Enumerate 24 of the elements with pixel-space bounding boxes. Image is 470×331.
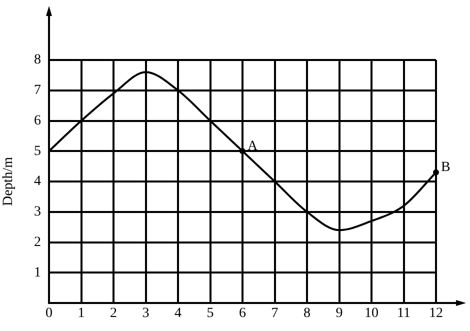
y-tick-label: 8 (34, 52, 41, 68)
x-tick-label: 10 (364, 306, 378, 322)
y-tick-label: 2 (34, 234, 41, 250)
x-tick-label: 8 (304, 306, 310, 322)
y-axis-title: Depth/m (1, 156, 16, 206)
x-tick-label: 9 (336, 306, 343, 322)
annotation: A (248, 138, 258, 154)
y-tick-label: 7 (34, 83, 41, 98)
y-tick-label: 6 (34, 113, 41, 128)
annotation: B (441, 160, 450, 176)
y-tick-label: 3 (34, 204, 41, 220)
y-tick-label: 4 (34, 174, 41, 190)
x-tick-label: 0 (46, 306, 52, 322)
x-tick-label: 4 (174, 306, 182, 322)
x-tick-label: 12 (429, 306, 443, 322)
x-tick-label: 5 (206, 306, 214, 322)
y-tick-label: 5 (34, 144, 41, 159)
x-tick-label: 6 (239, 306, 246, 322)
y-tick-label: 1 (34, 265, 41, 280)
x-tick-label: 11 (397, 306, 410, 322)
x-tick-label: 1 (78, 306, 85, 322)
x-tick-label: 2 (110, 306, 117, 322)
x-tick-label: 3 (142, 306, 150, 322)
x-tick-label: 7 (271, 306, 278, 322)
